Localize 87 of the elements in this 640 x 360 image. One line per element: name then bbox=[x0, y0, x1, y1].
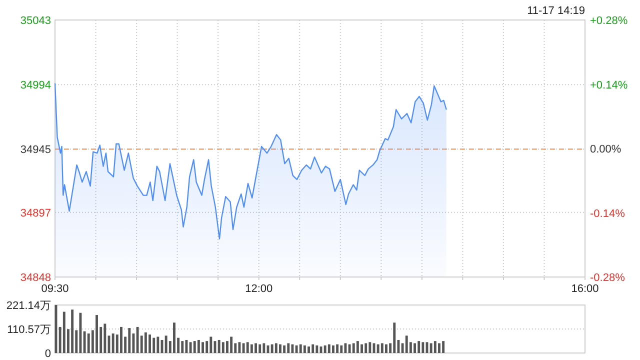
bar bbox=[197, 340, 200, 353]
bar bbox=[62, 312, 66, 353]
bar bbox=[71, 310, 74, 353]
bar bbox=[189, 342, 192, 353]
bar bbox=[295, 345, 298, 353]
bar bbox=[336, 344, 339, 353]
x-tick-label: 09:30 bbox=[41, 283, 69, 295]
y-tick-label: 34897 bbox=[20, 207, 51, 220]
bar bbox=[152, 338, 156, 353]
bar bbox=[299, 344, 302, 353]
bar bbox=[222, 342, 224, 353]
bar bbox=[356, 341, 359, 353]
y-tick-label: 110.57万 bbox=[7, 324, 51, 336]
y2-tick-label: -0.14% bbox=[590, 208, 626, 220]
bar bbox=[303, 345, 306, 353]
x-tick-label: 16:00 bbox=[571, 283, 599, 295]
bar bbox=[104, 324, 106, 353]
bar bbox=[254, 343, 257, 353]
bar bbox=[376, 344, 380, 353]
bar bbox=[193, 341, 196, 353]
y-tick-label: 34945 bbox=[20, 144, 51, 156]
bar bbox=[270, 344, 274, 353]
bar bbox=[360, 344, 363, 353]
bar bbox=[287, 343, 290, 353]
bar bbox=[414, 343, 416, 353]
bar bbox=[230, 336, 233, 353]
bar bbox=[385, 344, 388, 353]
bar bbox=[156, 336, 160, 353]
bar bbox=[332, 345, 334, 353]
bar bbox=[438, 343, 440, 353]
bar bbox=[279, 344, 282, 353]
bar bbox=[120, 326, 122, 353]
bar bbox=[283, 345, 286, 353]
bar bbox=[274, 343, 278, 353]
bar bbox=[316, 345, 318, 353]
bar bbox=[328, 344, 330, 353]
bar bbox=[173, 322, 176, 353]
bar bbox=[380, 343, 384, 353]
y2-tick-label: +0.14% bbox=[590, 79, 628, 92]
y2-tick-label: +0.28% bbox=[590, 15, 628, 27]
bar bbox=[405, 336, 408, 353]
bar bbox=[218, 340, 220, 353]
bar bbox=[308, 346, 310, 353]
bar bbox=[418, 341, 420, 353]
bar bbox=[164, 336, 168, 353]
y-tick-label: 35043 bbox=[20, 15, 51, 27]
bar bbox=[291, 344, 294, 353]
text: 11-17 14:19 bbox=[527, 5, 585, 17]
bar bbox=[144, 332, 147, 353]
bar bbox=[393, 322, 396, 353]
bar bbox=[96, 315, 98, 353]
bar bbox=[324, 345, 326, 353]
bar bbox=[312, 344, 314, 353]
bar bbox=[442, 341, 445, 353]
bar bbox=[79, 312, 82, 353]
bar bbox=[422, 342, 424, 353]
bar bbox=[246, 342, 249, 353]
bar bbox=[258, 344, 262, 353]
bar bbox=[250, 344, 253, 353]
bar bbox=[238, 342, 241, 353]
bar bbox=[352, 343, 355, 353]
bar bbox=[83, 331, 86, 353]
bar bbox=[112, 333, 114, 353]
x-tick-label: 12:00 bbox=[245, 283, 273, 295]
bar bbox=[340, 345, 343, 353]
y2-tick-label: 0.00% bbox=[590, 144, 622, 156]
bar bbox=[262, 343, 266, 353]
y-tick-label: 34848 bbox=[20, 272, 51, 284]
y2-tick-label: -0.28% bbox=[590, 272, 626, 284]
bar bbox=[202, 342, 204, 353]
bar bbox=[242, 343, 245, 353]
bar bbox=[344, 343, 347, 353]
bar bbox=[87, 333, 90, 353]
bar bbox=[210, 336, 212, 353]
bar bbox=[434, 341, 436, 353]
bar bbox=[430, 343, 432, 353]
bar bbox=[181, 341, 184, 353]
bar bbox=[364, 343, 368, 353]
bar bbox=[148, 334, 151, 353]
bar bbox=[185, 340, 188, 353]
y-tick-label: 34994 bbox=[20, 80, 51, 92]
y-tick-label: 0 bbox=[44, 348, 51, 360]
bar bbox=[128, 328, 131, 353]
bar bbox=[348, 344, 351, 353]
bar bbox=[136, 326, 139, 353]
y-tick-label: 221.14万 bbox=[6, 300, 51, 312]
bar bbox=[368, 342, 372, 353]
